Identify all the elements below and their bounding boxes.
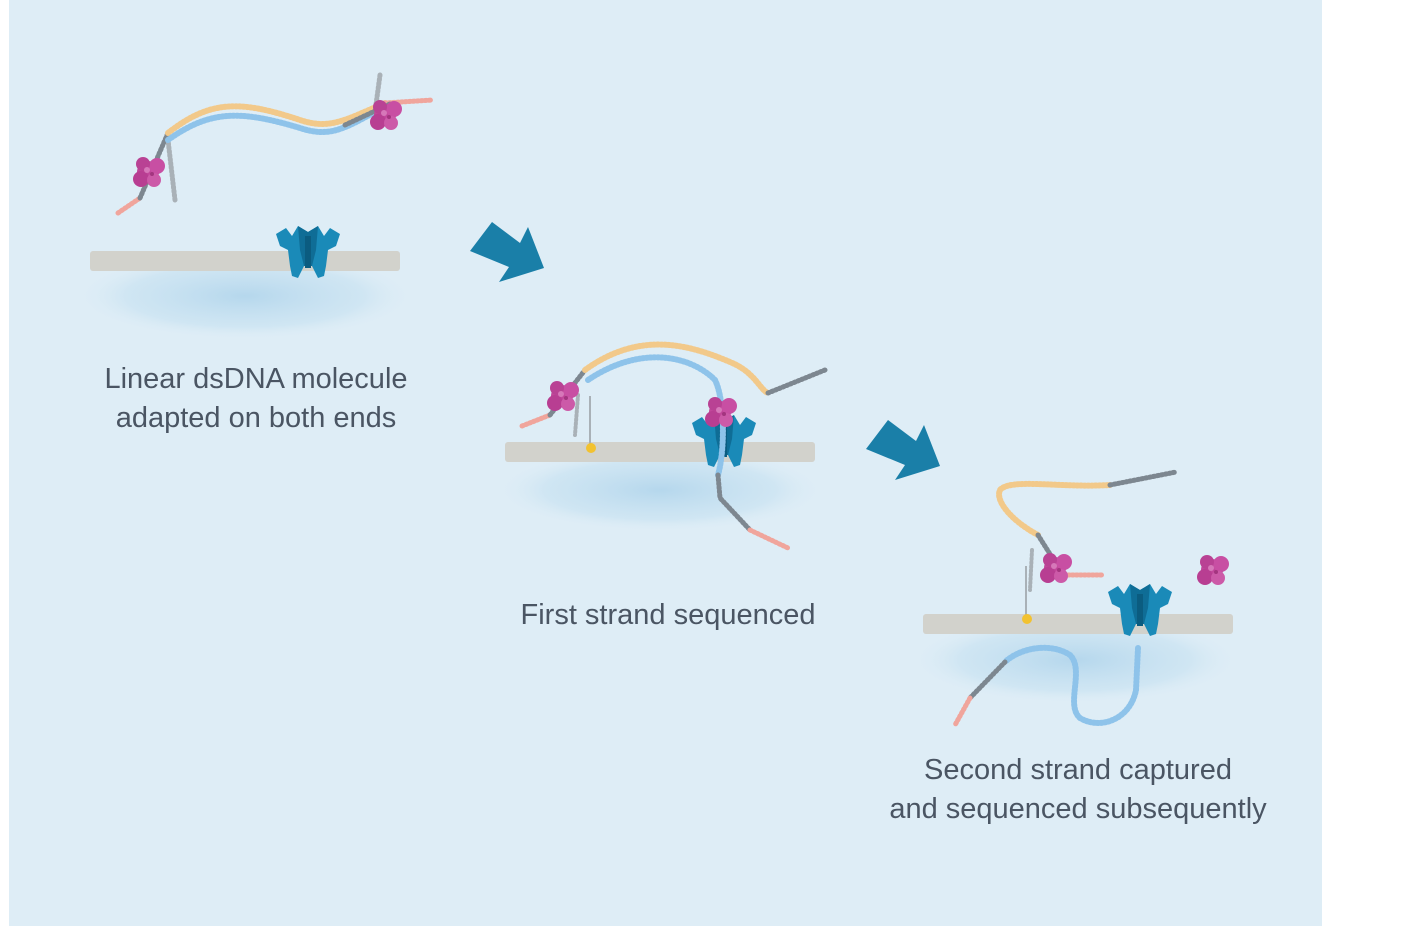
tether-icon: [586, 396, 596, 453]
ionic-current-glow: [495, 448, 825, 532]
step-2-illustration: [495, 341, 828, 551]
step-3-caption: Second strand captured and sequenced sub…: [889, 754, 1267, 825]
motor-protein-icon: [133, 157, 165, 187]
membrane-icon: [505, 442, 815, 462]
motor-protein-icon: [370, 100, 402, 130]
arrow-right-down-icon: [866, 420, 940, 480]
step-1-illustration: [75, 72, 435, 340]
template-strand: [996, 469, 1179, 592]
membrane-icon: [90, 251, 400, 271]
motor-protein-icon: [1040, 553, 1072, 583]
motor-protein-icon: [705, 397, 737, 427]
dsdna-molecule: [115, 72, 435, 216]
step-2-caption: First strand sequenced: [520, 599, 816, 631]
membrane-icon: [923, 614, 1233, 634]
step-3-illustration: [910, 469, 1240, 728]
arrow-right-down-icon: [470, 222, 544, 282]
tether-icon: [1022, 566, 1032, 624]
motor-protein-icon: [547, 381, 579, 411]
step-1-caption: Linear dsDNA molecule adapted on both en…: [104, 363, 408, 434]
complement-strand: [952, 644, 1141, 728]
motor-protein-icon: [1197, 555, 1229, 585]
ionic-current-glow: [75, 252, 415, 340]
